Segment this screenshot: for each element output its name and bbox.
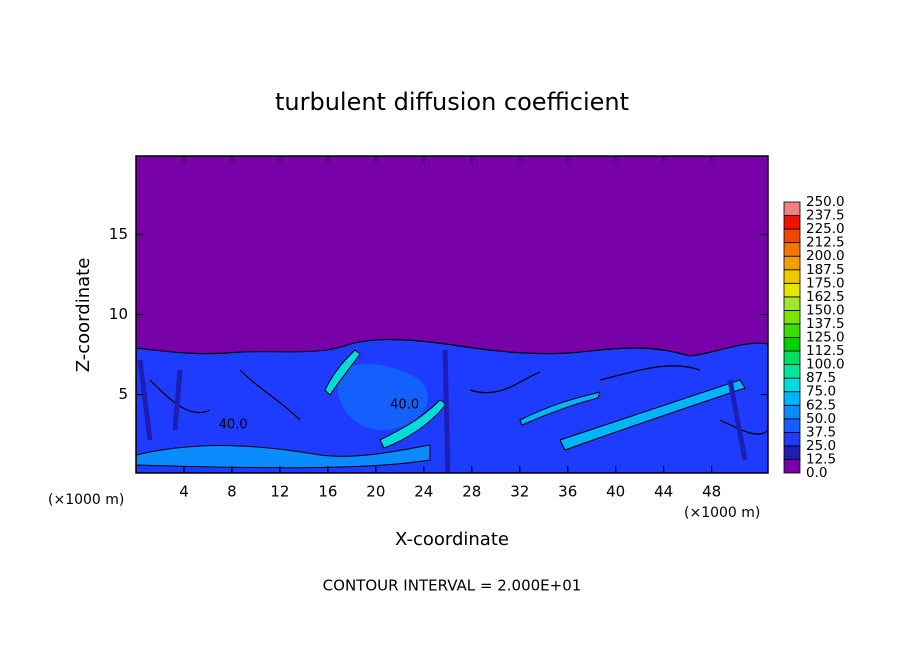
colorbar-box — [783, 215, 801, 230]
x-tick-label: 40 — [606, 483, 625, 501]
colorbar-label: 25.0 — [806, 438, 836, 454]
x-tick-label: 8 — [227, 483, 237, 501]
x-tick-label: 24 — [414, 483, 433, 501]
turbulent-region — [136, 338, 768, 473]
colorbar-box — [783, 459, 801, 474]
x-tick-label: 20 — [366, 483, 385, 501]
colorbar-label: 200.0 — [806, 248, 845, 264]
x-unit-label: (×1000 m) — [684, 505, 760, 521]
contour-line — [149, 365, 768, 435]
x-tick-label: 28 — [462, 483, 481, 501]
streak — [324, 349, 361, 396]
colorbar-box — [783, 364, 801, 379]
y-tick-label: 5 — [118, 385, 128, 403]
y-tick-label: 15 — [109, 225, 128, 243]
colorbar-label: 225.0 — [806, 221, 845, 237]
colorbar-box — [783, 296, 801, 311]
x-tick-label: 12 — [270, 483, 289, 501]
colorbar-box — [783, 350, 801, 365]
colorbar-label: 162.5 — [806, 289, 845, 305]
field — [136, 156, 768, 473]
contour-label: 40.0 — [219, 417, 248, 432]
colorbar-box — [783, 201, 801, 216]
colorbar-label: 137.5 — [806, 316, 845, 332]
colorbar-box — [783, 418, 801, 433]
annotation: CONTOUR INTERVAL = 2.000E+01 — [323, 577, 582, 595]
colorbar-box — [783, 323, 801, 338]
streak — [136, 444, 431, 469]
colorbar-label: 125.0 — [806, 330, 845, 346]
y-axis-label: Z-coordinate — [73, 258, 94, 373]
contour-label: 40.0 — [390, 397, 419, 412]
colorbar-box — [783, 431, 801, 447]
colorbar-label: 237.5 — [806, 208, 845, 224]
colorbar-label: 212.5 — [806, 235, 845, 251]
x-tick-label: 48 — [702, 483, 721, 501]
colorbar-box — [783, 269, 801, 284]
y-unit-label: (×1000 m) — [48, 492, 124, 508]
colorbar-box — [783, 391, 801, 406]
colorbar-label: 250.0 — [806, 194, 845, 210]
colorbar-box — [783, 377, 801, 393]
colorbar-box — [783, 404, 801, 420]
streak — [519, 391, 601, 426]
colorbar-label: 75.0 — [806, 384, 836, 400]
colorbar-box — [783, 242, 801, 257]
x-tick-label: 36 — [558, 483, 577, 501]
colorbar-box — [783, 337, 801, 352]
colorbar-box — [783, 309, 801, 325]
colorbar-label: 62.5 — [806, 397, 836, 413]
eddy — [337, 364, 428, 430]
colorbar-label: 87.5 — [806, 370, 836, 386]
x-axis-label: X-coordinate — [395, 529, 509, 550]
colorbar-box — [783, 228, 801, 244]
colorbar-label: 150.0 — [806, 302, 845, 318]
colorbar-label: 0.0 — [806, 465, 827, 481]
colorbar-box — [783, 445, 801, 460]
x-tick-label: 32 — [510, 483, 529, 501]
colorbar-label: 37.5 — [806, 424, 836, 440]
colorbar-label: 187.5 — [806, 262, 845, 278]
streak — [559, 379, 746, 451]
x-tick-label: 44 — [654, 483, 673, 501]
x-tick-label: 4 — [179, 483, 189, 501]
y-tick-label: 10 — [109, 305, 128, 323]
colorbar-box — [783, 282, 801, 298]
colorbar-label: 112.5 — [806, 343, 845, 359]
colorbar-label: 100.0 — [806, 357, 845, 373]
colorbar-label: 12.5 — [806, 451, 836, 467]
colorbar-label: 50.0 — [806, 411, 836, 427]
colorbar-box — [783, 255, 801, 271]
chart-title: turbulent diffusion coefficient — [275, 88, 629, 116]
colorbar-label: 175.0 — [806, 275, 845, 291]
x-tick-label: 16 — [318, 483, 337, 501]
dark-streak — [137, 349, 748, 473]
